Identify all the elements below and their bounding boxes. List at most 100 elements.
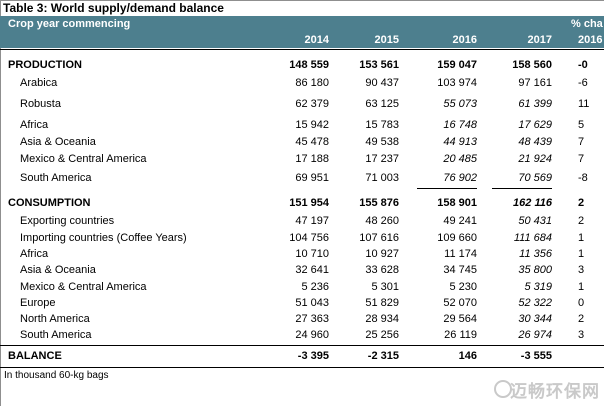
row-label: BALANCE — [8, 350, 62, 362]
cell-value: 103 974 — [437, 77, 477, 89]
cell-value: 159 047 — [437, 59, 477, 71]
cell-pct-change: 7 — [578, 136, 585, 148]
table-header — [0, 16, 604, 48]
cell-value: 153 561 — [359, 59, 399, 71]
cell-value: 33 628 — [365, 264, 399, 276]
row-label: Robusta — [20, 98, 61, 110]
row-label: Importing countries (Coffee Years) — [20, 232, 187, 244]
cell-value: 70 569 — [518, 172, 552, 184]
cell-value: 146 — [458, 350, 477, 362]
cell-value: 69 951 — [295, 172, 329, 184]
cell-value: 5 301 — [371, 281, 399, 293]
cell-value: 62 379 — [295, 98, 329, 110]
row-label: CONSUMPTION — [8, 197, 91, 209]
cell-value: 5 230 — [449, 281, 477, 293]
footer-note: In thousand 60-kg bags — [4, 370, 109, 381]
cell-pct-change: 2 — [578, 197, 585, 209]
header-divider — [0, 49, 604, 50]
row-label: Africa — [20, 119, 49, 131]
cell-value: 104 756 — [289, 232, 329, 244]
cell-value: 49 241 — [443, 215, 477, 227]
cell-value: 29 564 — [443, 313, 477, 325]
watermark: 迈畅环保网 — [510, 382, 600, 401]
watermark-logo-icon — [494, 380, 512, 398]
cell-pct-change: 1 — [578, 232, 585, 244]
cell-value: 76 902 — [443, 172, 477, 184]
cell-value: 49 538 — [365, 136, 399, 148]
cell-value: 27 363 — [295, 313, 329, 325]
cell-value: 63 125 — [365, 98, 399, 110]
header-first-col: Crop year commencing — [8, 18, 131, 30]
cell-value: 11 356 — [519, 248, 552, 260]
cell-pct-change: -6 — [578, 77, 588, 89]
cell-value: 35 800 — [518, 264, 552, 276]
cell-pct-change: -8 — [578, 172, 588, 184]
cell-value: 52 070 — [443, 297, 477, 309]
cell-value: 48 439 — [518, 136, 552, 148]
cell-value: 10 710 — [295, 248, 329, 260]
cell-value: 55 073 — [443, 98, 477, 110]
cell-value: 52 322 — [518, 297, 552, 309]
cell-value: 26 974 — [518, 329, 552, 341]
header-year-2014: 2014 — [304, 34, 329, 46]
cell-pct-change: 2 — [578, 313, 585, 325]
cell-value: 45 478 — [295, 136, 329, 148]
row-label: Mexico & Central America — [20, 281, 147, 293]
balance-bottom-divider — [0, 367, 604, 368]
cell-value: 51 043 — [295, 297, 329, 309]
cell-value: 25 256 — [365, 329, 399, 341]
cell-value: 10 927 — [365, 248, 399, 260]
cell-value: 17 188 — [295, 153, 329, 165]
row-label: Africa — [20, 248, 49, 260]
row-label: Exporting countries — [20, 215, 115, 227]
cell-value: 155 876 — [359, 197, 399, 209]
cell-value: 5 236 — [301, 281, 329, 293]
cell-pct-change: 2 — [578, 215, 585, 227]
cell-pct-change: -0 — [578, 59, 588, 71]
cell-pct-change: 0 — [578, 297, 585, 309]
cell-value: 71 003 — [365, 172, 399, 184]
cell-value: 158 560 — [512, 59, 552, 71]
cell-pct-change: 7 — [578, 153, 585, 165]
row-label: Europe — [20, 297, 56, 309]
cell-value: 90 437 — [365, 77, 399, 89]
cell-value: 15 942 — [295, 119, 329, 131]
cell-value: 32 641 — [295, 264, 329, 276]
cell-value: 11 174 — [444, 248, 477, 260]
header-year-2016: 2016 — [452, 34, 477, 46]
cell-pct-change: 11 — [578, 98, 590, 110]
cell-value: 48 260 — [365, 215, 399, 227]
cell-value: 107 616 — [359, 232, 399, 244]
row-label: PRODUCTION — [8, 59, 82, 71]
cell-value: 47 197 — [295, 215, 329, 227]
cell-value: 61 399 — [518, 98, 552, 110]
table-title: Table 3: World supply/demand balance — [3, 1, 224, 15]
cell-value: 151 954 — [289, 197, 329, 209]
cell-value: 86 180 — [295, 77, 329, 89]
cell-value: 30 344 — [518, 313, 552, 325]
cell-value: 24 960 — [295, 329, 329, 341]
cell-value: -2 315 — [367, 350, 399, 362]
cell-value: 15 783 — [365, 119, 399, 131]
cell-value: 97 161 — [518, 77, 552, 89]
cell-pct-change: 5 — [578, 119, 585, 131]
sum-underline-2017 — [492, 188, 552, 189]
balance-top-divider — [0, 345, 604, 346]
cell-value: 34 745 — [443, 264, 477, 276]
header-pct-label: % cha — [571, 18, 603, 30]
row-label: Arabica — [20, 77, 58, 89]
header-year-2015: 2015 — [374, 34, 399, 46]
cell-value: 5 319 — [524, 281, 552, 293]
header-year-2017: 2017 — [527, 34, 552, 46]
row-label: South America — [20, 329, 92, 341]
header-pct-year: 2016 — [578, 34, 603, 46]
cell-pct-change: 3 — [578, 329, 585, 341]
cell-value: -3 555 — [520, 350, 552, 362]
row-label: South America — [20, 172, 92, 184]
row-label: Asia & Oceania — [20, 264, 96, 276]
cell-value: 28 934 — [365, 313, 399, 325]
cell-value: 20 485 — [443, 153, 477, 165]
cell-value: 50 431 — [518, 215, 552, 227]
cell-value: 44 913 — [443, 136, 477, 148]
